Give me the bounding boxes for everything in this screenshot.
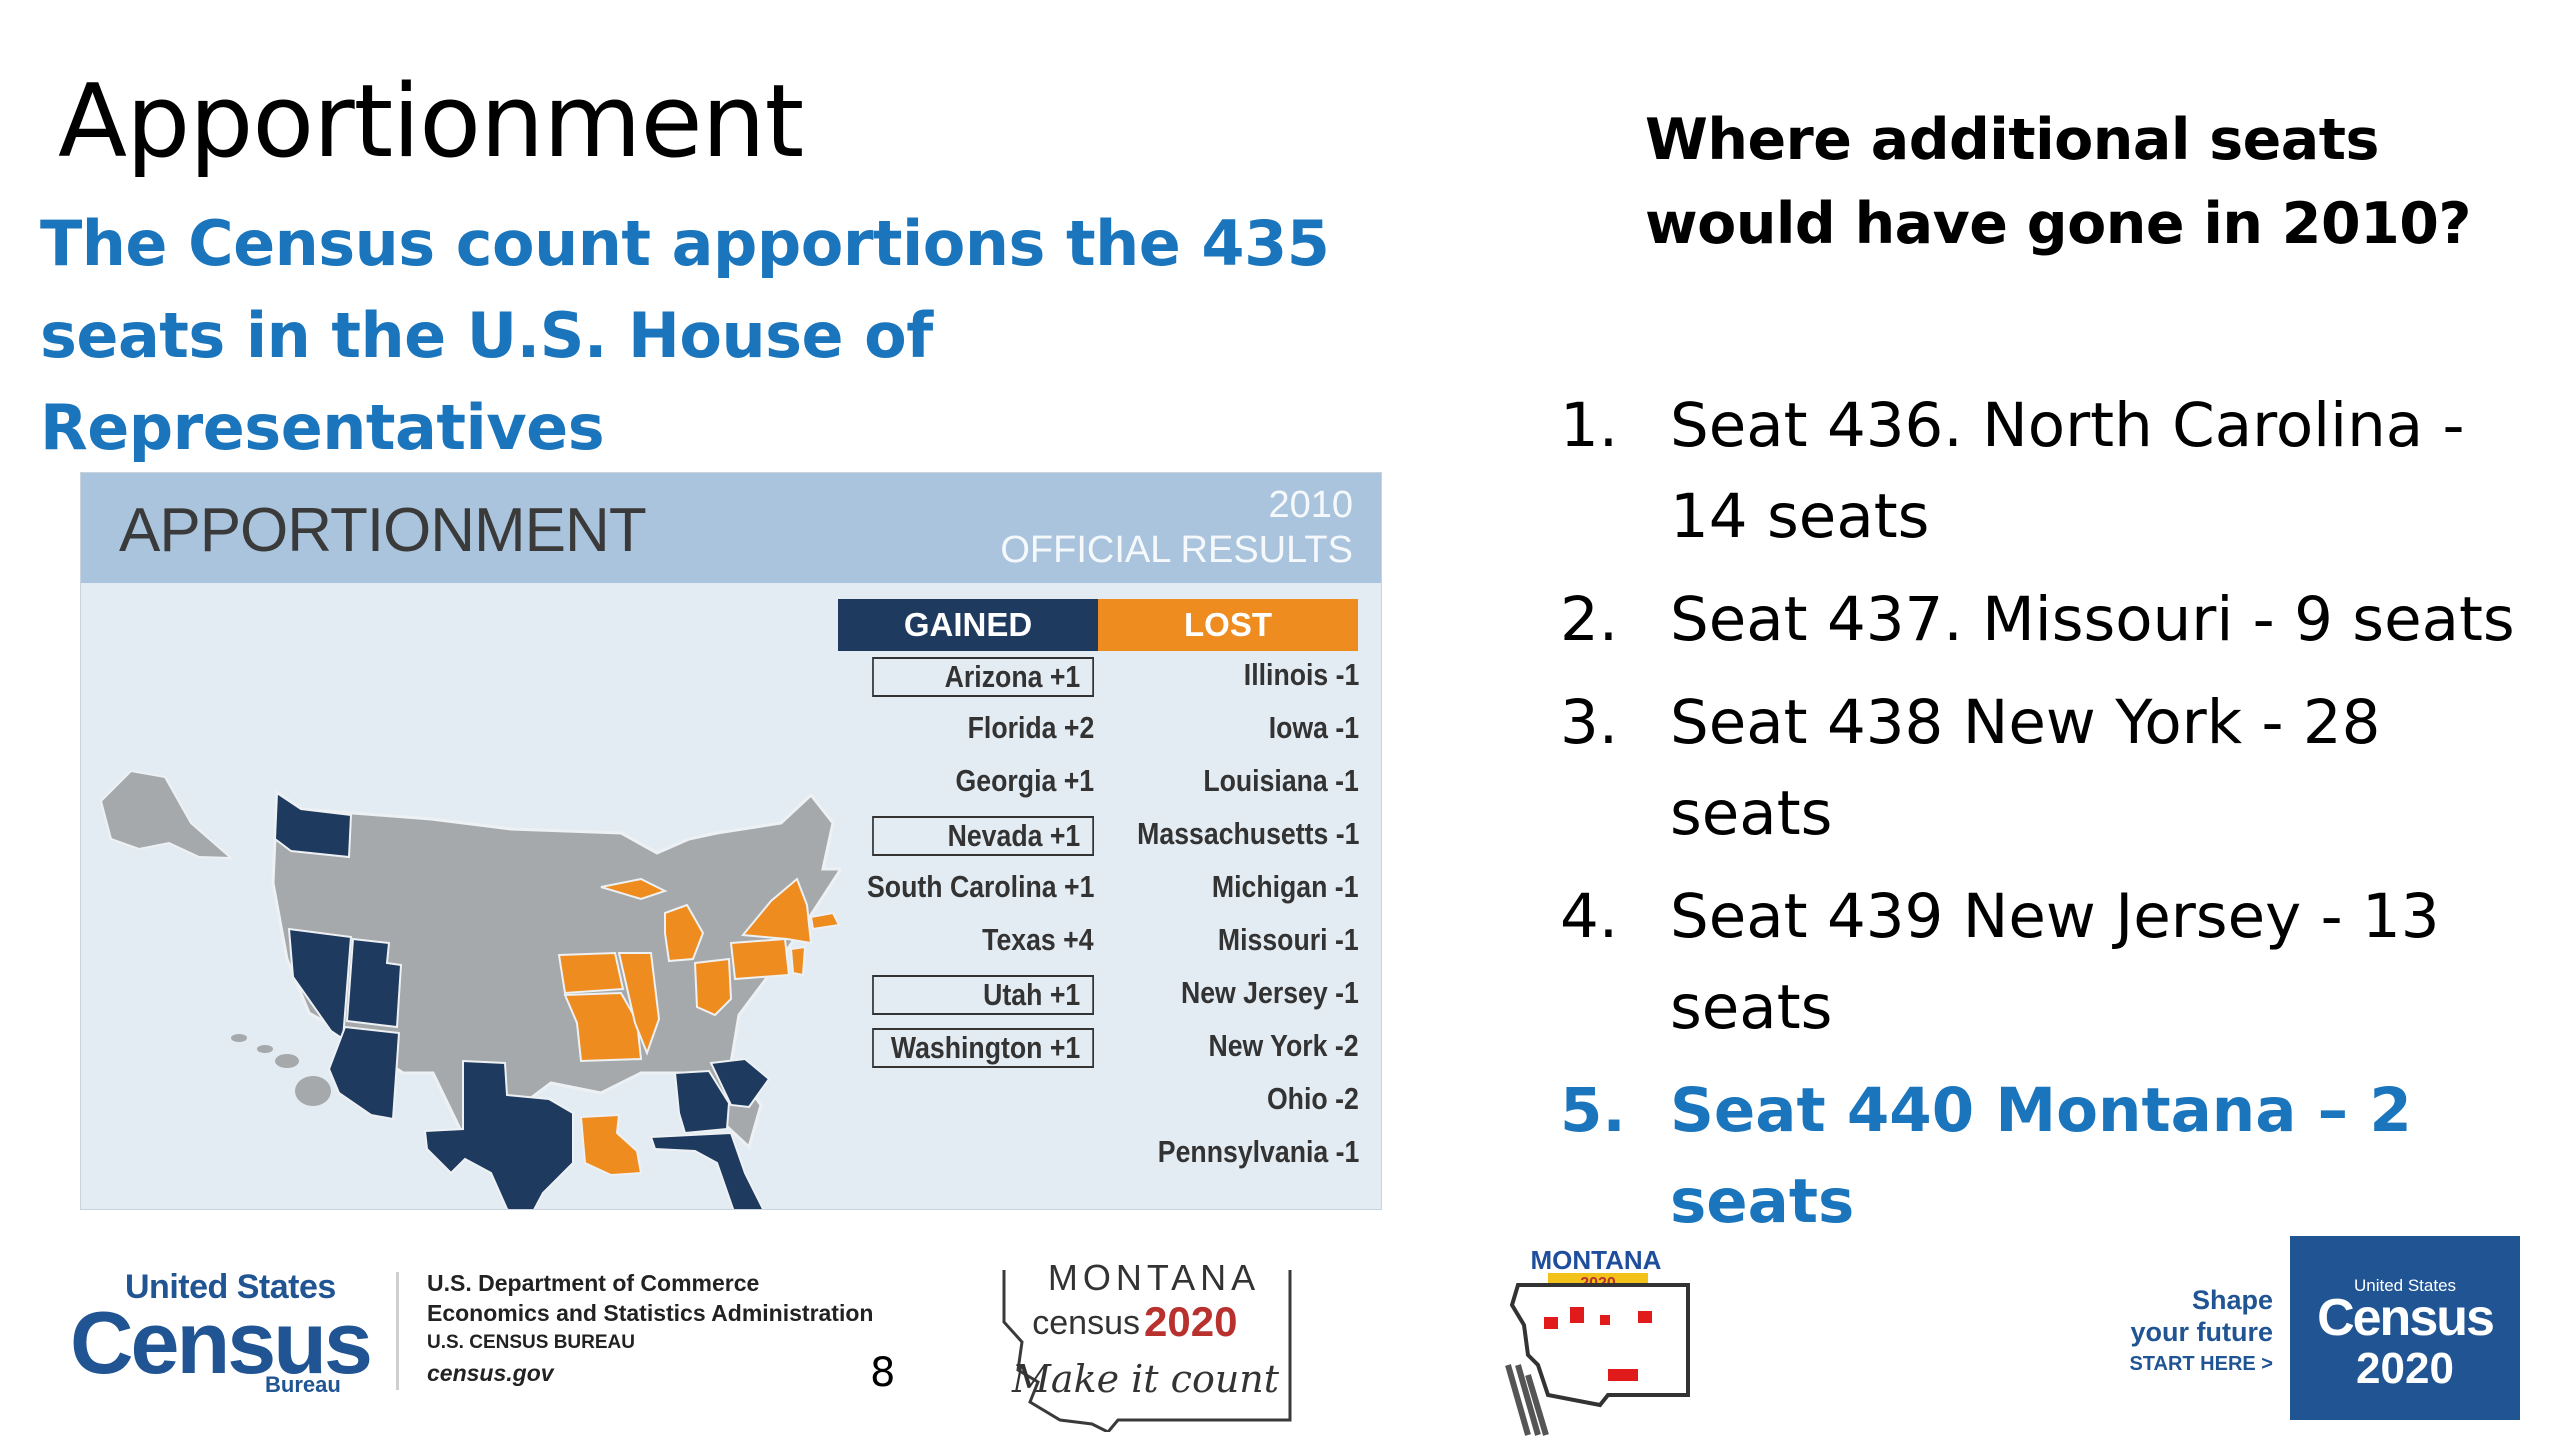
gained-state: Washington +1 — [872, 1028, 1094, 1068]
start-here-link[interactable]: START HERE > — [2129, 1353, 2273, 1375]
census-2020-badge: United States Census 2020 — [2290, 1236, 2520, 1420]
lost-state: Louisiana -1 — [1203, 763, 1359, 798]
seats-heading: Where additional seats would have gone i… — [1645, 107, 2472, 257]
shape-line: Shape — [2191, 1285, 2273, 1315]
logo-census-word: Census — [70, 1293, 373, 1392]
mt-logo-name: MONTANA — [1048, 1257, 1260, 1298]
badge-census: Census — [2317, 1289, 2495, 1347]
graphic-year: 2010 — [1268, 484, 1353, 526]
page-number: 8 — [870, 1350, 896, 1396]
logo-bureau: Bureau — [265, 1372, 341, 1397]
lost-state: New York -2 — [1208, 1028, 1359, 1063]
mt-map-name: MONTANA — [1531, 1245, 1662, 1275]
seat-item: 3. Seat 438 New York - 28 seats — [1560, 687, 2381, 849]
slide-title: Apportionment — [58, 62, 804, 180]
lost-header: LOST — [1098, 599, 1358, 651]
seat-item: 4. Seat 439 New Jersey - 13 seats — [1560, 881, 2440, 1043]
gained-state: Georgia +1 — [955, 763, 1094, 798]
graphic-title: APPORTIONMENT — [119, 496, 647, 565]
slide-subtitle: The Census count apportions the 435 seat… — [40, 207, 1330, 464]
census-gov-link: census.gov — [427, 1360, 554, 1386]
gained-state: Nevada +1 — [872, 816, 1094, 856]
graphic-results-label: OFFICIAL RESULTS — [1000, 529, 1353, 571]
badge-united-states: United States — [2353, 1276, 2457, 1295]
gained-state: Texas +4 — [982, 922, 1094, 957]
montana-census-logo: MONTANA census 2020 Make it count — [1002, 1257, 1292, 1432]
census-bureau-logo: United States Census Bureau — [70, 1268, 400, 1398]
us-map-image — [99, 769, 841, 1209]
seat-item: 2. Seat 437. Missouri - 9 seats — [1560, 584, 2515, 655]
lost-state: Michigan -1 — [1212, 869, 1359, 904]
gained-state: South Carolina +1 — [866, 869, 1094, 904]
logo-united-states: United States — [125, 1268, 336, 1306]
dept-line: U.S. Department of Commerce — [427, 1270, 760, 1296]
montana-map-logo: MONTANA 2020 — [1505, 1245, 1690, 1436]
lost-state: Ohio -2 — [1267, 1081, 1359, 1116]
mt-logo-tagline: Make it count — [1011, 1357, 1280, 1401]
lost-state: New Jersey -1 — [1181, 975, 1359, 1010]
shape-line: your future — [2130, 1317, 2273, 1347]
additional-seats-list: 1. Seat 436. North Carolina - 14 seats 2.… — [1560, 380, 2550, 1259]
apportionment-graphic: APPORTIONMENT 2010 OFFICIAL RESULTS — [80, 472, 1382, 1210]
mt-logo-census: census — [1032, 1304, 1140, 1342]
lost-state: Missouri -1 — [1218, 922, 1359, 957]
lost-state: Illinois -1 — [1243, 657, 1359, 692]
department-block: U.S. Department of Commerce Economics an… — [427, 1268, 873, 1388]
graphic-header: APPORTIONMENT 2010 OFFICIAL RESULTS — [81, 473, 1381, 583]
lost-state: Pennsylvania -1 — [1157, 1134, 1359, 1169]
gained-state: Florida +2 — [967, 710, 1094, 745]
badge-year: 2020 — [2356, 1344, 2454, 1393]
shape-your-future-panel: Shape your future START HERE > United St… — [2108, 1228, 2528, 1428]
gained-state: Utah +1 — [872, 975, 1094, 1015]
mt-logo-year: 2020 — [1144, 1298, 1237, 1345]
seat-item-highlighted: 5. Seat 440 Montana – 2 seats — [1560, 1075, 2412, 1237]
dept-line: U.S. CENSUS BUREAU — [427, 1332, 635, 1353]
seat-item: 1. Seat 436. North Carolina - 14 seats — [1560, 390, 2465, 552]
lost-state: Massachusetts -1 — [1136, 816, 1359, 851]
gained-state: Arizona +1 — [872, 657, 1094, 697]
footer-divider — [396, 1272, 399, 1390]
gained-header: GAINED — [838, 599, 1098, 651]
dept-line: Economics and Statistics Administration — [427, 1300, 874, 1326]
lost-state: Iowa -1 — [1268, 710, 1359, 745]
shape-your-future-text: Shape your future START HERE > — [2108, 1284, 2273, 1380]
